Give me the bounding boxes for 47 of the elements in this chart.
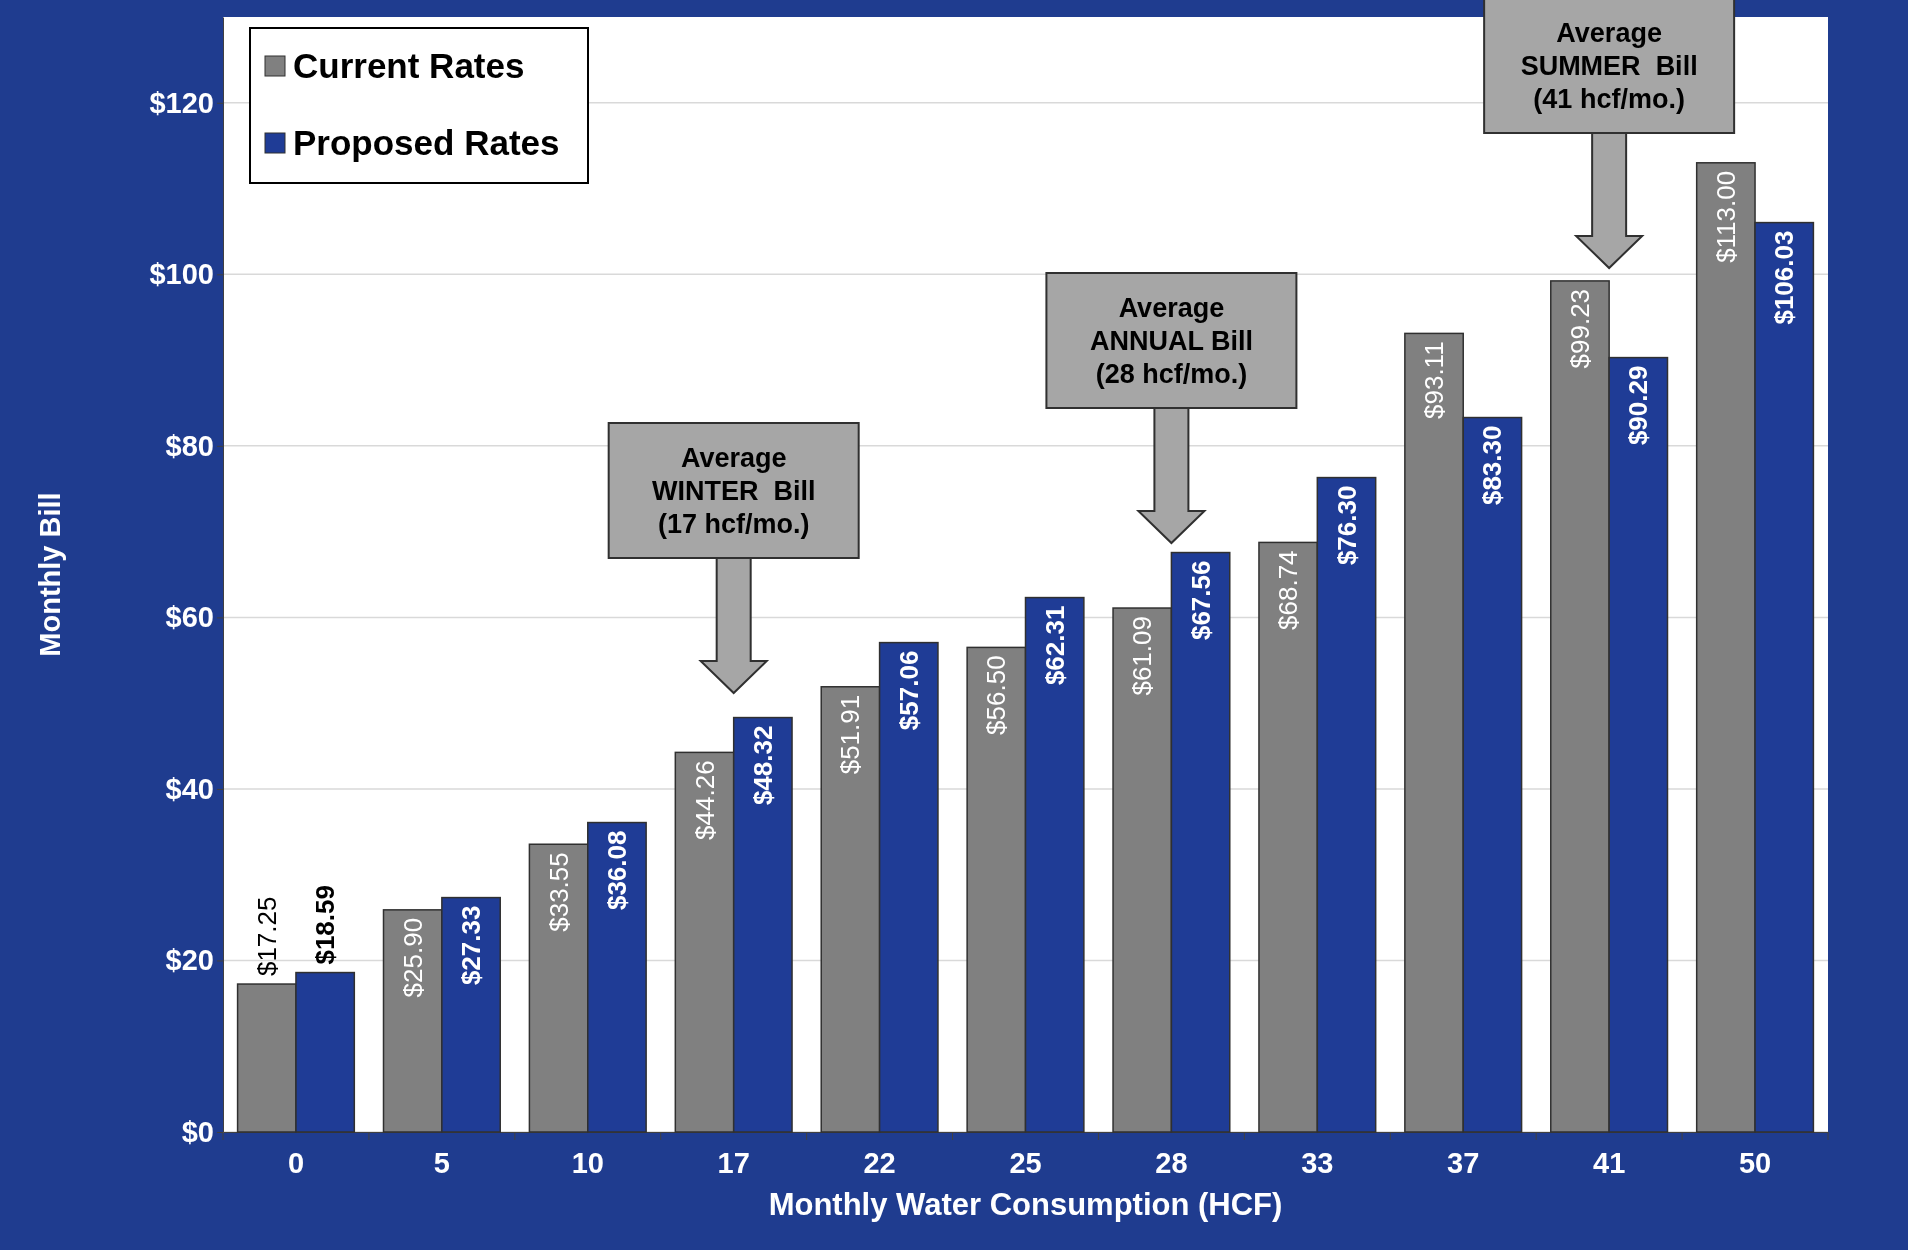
data-label: $93.11 [1419,341,1450,419]
legend-label: Current Rates [293,46,525,85]
x-tick-label: 5 [433,1146,450,1179]
data-label: $27.33 [456,905,487,986]
data-label: $51.91 [835,694,866,775]
y-tick-label: $120 [149,86,214,119]
x-axis-title: Monthly Water Consumption (HCF) [768,1187,1283,1222]
annotation: Average WINTER Bill (17 hcf/mo.) [651,442,816,539]
annotation: Average ANNUAL Bill (28 hcf/mo.) [1089,292,1253,389]
data-label: $113.00 [1710,170,1741,263]
data-label: $25.90 [397,917,428,998]
data-label: $57.06 [893,650,924,731]
y-tick-label: $40 [165,772,214,805]
x-tick-label: 10 [571,1146,604,1179]
data-label: $48.32 [747,725,778,806]
data-label: $61.09 [1127,616,1158,696]
data-label: $99.23 [1564,288,1595,369]
x-tick-label: 0 [287,1146,305,1179]
x-tick-label: 28 [1155,1146,1188,1179]
y-tick-label: $60 [165,601,214,634]
data-label: $106.03 [1769,230,1800,325]
x-tick-label: 50 [1738,1146,1772,1179]
x-tick-label: 41 [1593,1146,1626,1179]
legend-label: Proposed Rates [293,123,560,162]
data-label: $17.25 [251,896,282,977]
x-tick-label: 33 [1301,1146,1334,1179]
data-label: $83.30 [1477,425,1508,506]
data-label: $36.08 [601,830,632,911]
x-tick-label: 17 [717,1146,750,1179]
y-tick-label: $0 [181,1115,214,1148]
data-label: $56.50 [981,655,1012,735]
data-label: $68.74 [1273,550,1304,630]
data-label: $67.56 [1185,560,1216,641]
x-tick-label: 37 [1447,1146,1480,1179]
data-label: $18.59 [310,885,341,965]
y-tick-label: $20 [165,944,214,977]
data-label: $76.30 [1331,485,1362,566]
y-tick-label: $80 [165,429,214,462]
data-label: $33.55 [543,852,574,932]
data-label: $44.26 [689,760,720,840]
y-axis-title: Monthly Bill [34,492,66,657]
x-tick-label: 22 [863,1146,896,1179]
x-tick-label: 25 [1009,1146,1042,1179]
data-label: $90.29 [1623,365,1654,446]
y-tick-label: $100 [149,258,214,291]
annotation: Average SUMMER Bill (41 hcf/mo.) [1520,17,1698,114]
data-label: $62.31 [1039,605,1070,686]
